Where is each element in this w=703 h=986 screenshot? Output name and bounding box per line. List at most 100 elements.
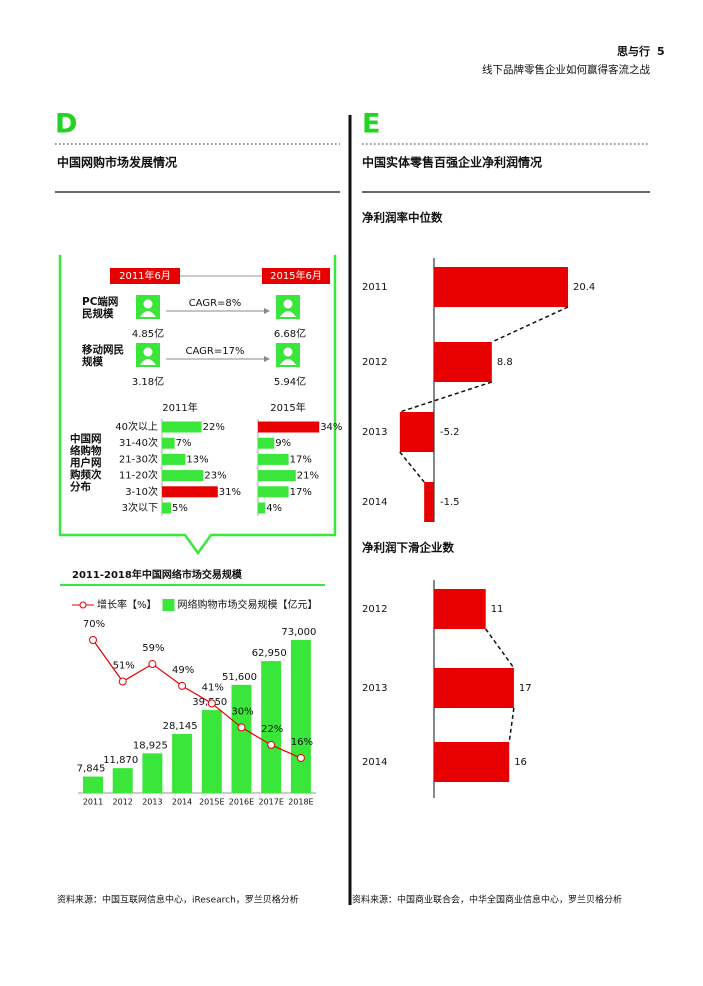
value-label: 7% [176, 438, 192, 449]
section-letter: E [362, 109, 380, 140]
bar [201, 710, 222, 793]
user-icon-body [280, 359, 296, 365]
source: 资料来源：中国商业联合会，中华全国商业信息中心，罗兰贝格分析 [352, 894, 622, 906]
running-title: 线下品牌零售企业如何赢得客流之战 [482, 63, 650, 76]
bar [258, 453, 289, 465]
column-header: 2015年 [270, 401, 305, 414]
user-icon-body [140, 311, 156, 317]
bar [83, 776, 103, 793]
end-value: 5.94亿 [274, 375, 306, 388]
category-label: 3-10次 [125, 485, 158, 498]
category-label: 2014 [362, 757, 387, 768]
value-label: -1.5 [440, 497, 460, 508]
period-box [110, 268, 180, 284]
user-icon-head [283, 347, 293, 357]
value-label: 23% [204, 471, 226, 482]
section-title: 中国实体零售百强企业净利润情况 [362, 155, 542, 170]
connector [485, 628, 515, 669]
value-label: 30% [231, 706, 253, 717]
bar [399, 412, 434, 452]
value-label: 70% [83, 619, 105, 630]
bar [258, 437, 275, 449]
value-label: 20.4 [573, 282, 595, 293]
period-label: 2015年6月 [270, 269, 322, 282]
period-label: 2011年6月 [119, 269, 171, 282]
section-title: 中国网购市场发展情况 [57, 155, 177, 170]
cagr-label: CAGR=17% [186, 346, 245, 357]
bar [424, 482, 434, 522]
section-letter: D [55, 109, 77, 140]
user-icon-head [143, 347, 153, 357]
value-label: 16% [291, 737, 313, 748]
bar [434, 342, 492, 382]
value-label: 34% [320, 422, 342, 433]
chart-title: 净利润下滑企业数 [362, 541, 454, 555]
category-label: 21-30次 [119, 452, 158, 465]
x-tick-label: 2017E [258, 798, 283, 807]
value-label: 11,870 [103, 755, 138, 766]
bar [162, 421, 202, 433]
legend-label: 网络购物市场交易规模【亿元】 [178, 598, 318, 611]
bar [258, 502, 266, 514]
value-label: -5.2 [440, 427, 460, 438]
point [178, 681, 187, 690]
bar [162, 470, 204, 482]
bar [258, 486, 289, 498]
value-label: 41% [202, 682, 224, 693]
value-label: 28,145 [163, 721, 198, 732]
chart-title: 中国网络购物用户网购频次分布 [70, 433, 102, 493]
bar [162, 437, 175, 449]
point [89, 636, 97, 644]
value-label: 9% [275, 438, 291, 449]
value-label: 51,600 [222, 672, 257, 683]
category-label: 11-20次 [119, 469, 158, 482]
bar [162, 486, 218, 498]
arrow-head [264, 308, 270, 314]
bar [434, 742, 510, 782]
x-tick-label: 2018E [288, 798, 313, 807]
category-label: 2014 [362, 497, 387, 508]
value-label: 21% [297, 471, 319, 482]
x-tick-label: 2013 [142, 798, 162, 807]
value-label: 8.8 [497, 357, 513, 368]
category-label: 2013 [362, 683, 387, 694]
value-label: 22% [261, 724, 283, 735]
point [148, 660, 157, 669]
user-icon-body [140, 359, 156, 365]
bar [258, 470, 296, 482]
connector [508, 707, 515, 743]
connector [399, 451, 425, 483]
bar [434, 267, 569, 307]
value-label: 4% [266, 503, 282, 514]
user-icon-head [283, 299, 293, 309]
end-value: 6.68亿 [274, 327, 306, 340]
value-label: 11 [491, 604, 504, 615]
point [296, 754, 305, 763]
frame [58, 255, 337, 556]
bar [434, 589, 486, 629]
chart-title: 净利润率中位数 [362, 211, 443, 225]
bar [290, 640, 311, 793]
point [267, 740, 276, 749]
start-value: 3.18亿 [132, 375, 164, 388]
bar [258, 421, 320, 433]
value-label: 17% [290, 454, 312, 465]
value-label: 13% [186, 454, 208, 465]
bar [231, 684, 252, 793]
point [207, 699, 216, 708]
row-label: PC端网民规模 [82, 296, 119, 320]
value-label: 31% [219, 487, 241, 498]
category-label: 2012 [362, 604, 387, 615]
value-label: 62,950 [252, 648, 287, 659]
value-label: 22% [203, 422, 225, 433]
bar [142, 753, 163, 793]
value-label: 5% [172, 503, 188, 514]
category-label: 31-40次 [119, 436, 158, 449]
user-icon-body [280, 311, 296, 317]
value-label: 18,925 [133, 740, 168, 751]
legend-swatch [162, 599, 175, 611]
column-header: 2011年 [162, 401, 197, 414]
x-tick-label: 2012 [113, 798, 133, 807]
page-number: 5 [657, 45, 665, 58]
